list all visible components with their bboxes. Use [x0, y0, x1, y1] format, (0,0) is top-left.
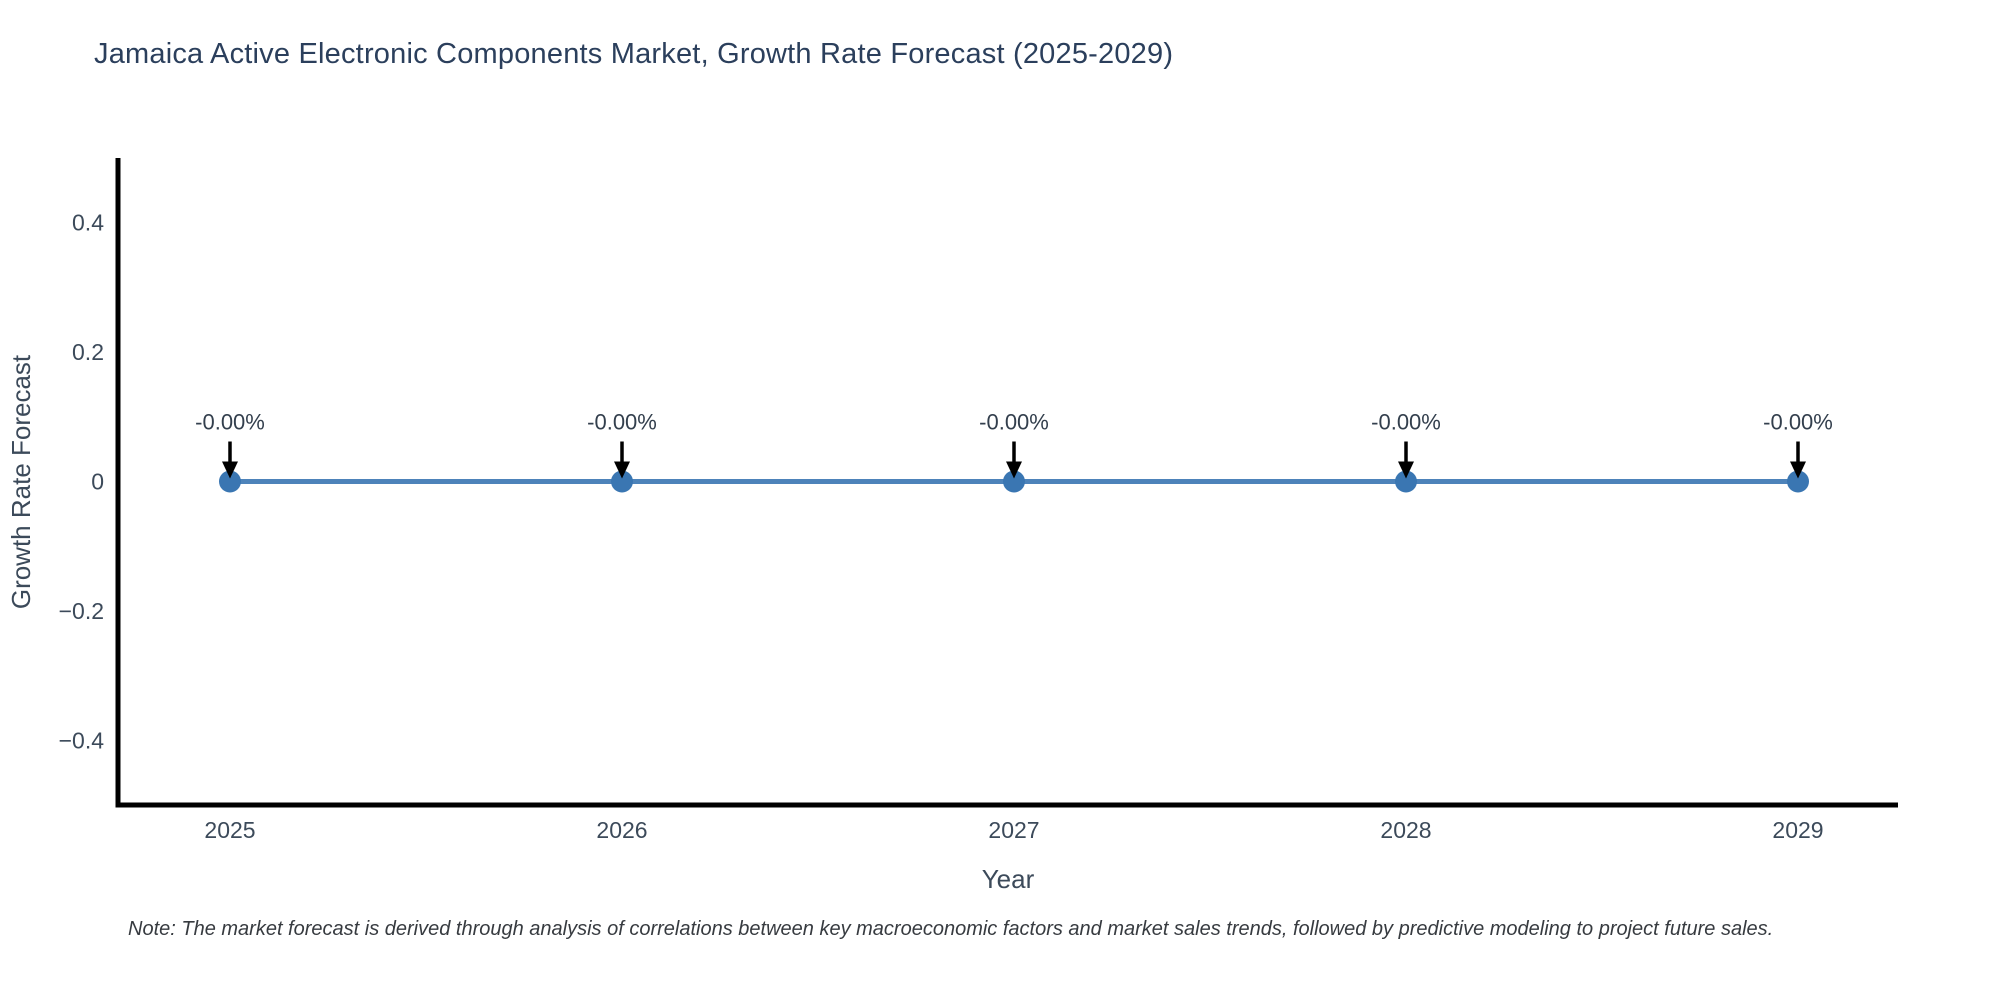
point-annotations: -0.00% -0.00% -0.00% -0.00% -0.00% [195, 410, 1833, 479]
y-tick-label: −0.4 [59, 727, 105, 753]
x-tick-label: 2025 [204, 817, 255, 843]
data-point [219, 470, 241, 493]
annotation-arrow-head [222, 461, 238, 479]
annotation-arrow-head [1398, 461, 1414, 479]
annotation-arrow-head [1006, 461, 1022, 479]
y-tick-label: 0.4 [72, 210, 104, 236]
annotation-arrow-head [1790, 461, 1806, 479]
data-point [611, 470, 633, 493]
footnote: Note: The market forecast is derived thr… [128, 918, 1774, 940]
x-tick-label: 2028 [1380, 817, 1431, 843]
chart-title: Jamaica Active Electronic Components Mar… [94, 38, 1174, 70]
data-point [1395, 470, 1417, 493]
y-tick-label: −0.2 [59, 598, 104, 624]
x-axis-tick-labels: 2025 2026 2027 2028 2029 [204, 817, 1823, 843]
point-value-label: -0.00% [979, 410, 1049, 435]
y-axis-tick-labels: 0.4 0.2 0 −0.2 −0.4 [59, 210, 105, 754]
x-tick-label: 2027 [988, 817, 1039, 843]
data-point [1787, 470, 1809, 493]
x-tick-label: 2026 [596, 817, 647, 843]
y-tick-label: 0.2 [72, 339, 104, 365]
x-tick-label: 2029 [1772, 817, 1823, 843]
data-series [219, 470, 1809, 493]
point-value-label: -0.00% [195, 410, 265, 435]
point-value-label: -0.00% [587, 410, 657, 435]
axes [115, 158, 1898, 808]
x-axis-title: Year [982, 864, 1035, 894]
y-tick-label: 0 [91, 469, 104, 495]
y-axis-title: Growth Rate Forecast [6, 354, 36, 609]
point-value-label: -0.00% [1763, 410, 1833, 435]
annotation-arrow-head [614, 461, 630, 479]
point-value-label: -0.00% [1371, 410, 1441, 435]
data-point [1003, 470, 1025, 493]
